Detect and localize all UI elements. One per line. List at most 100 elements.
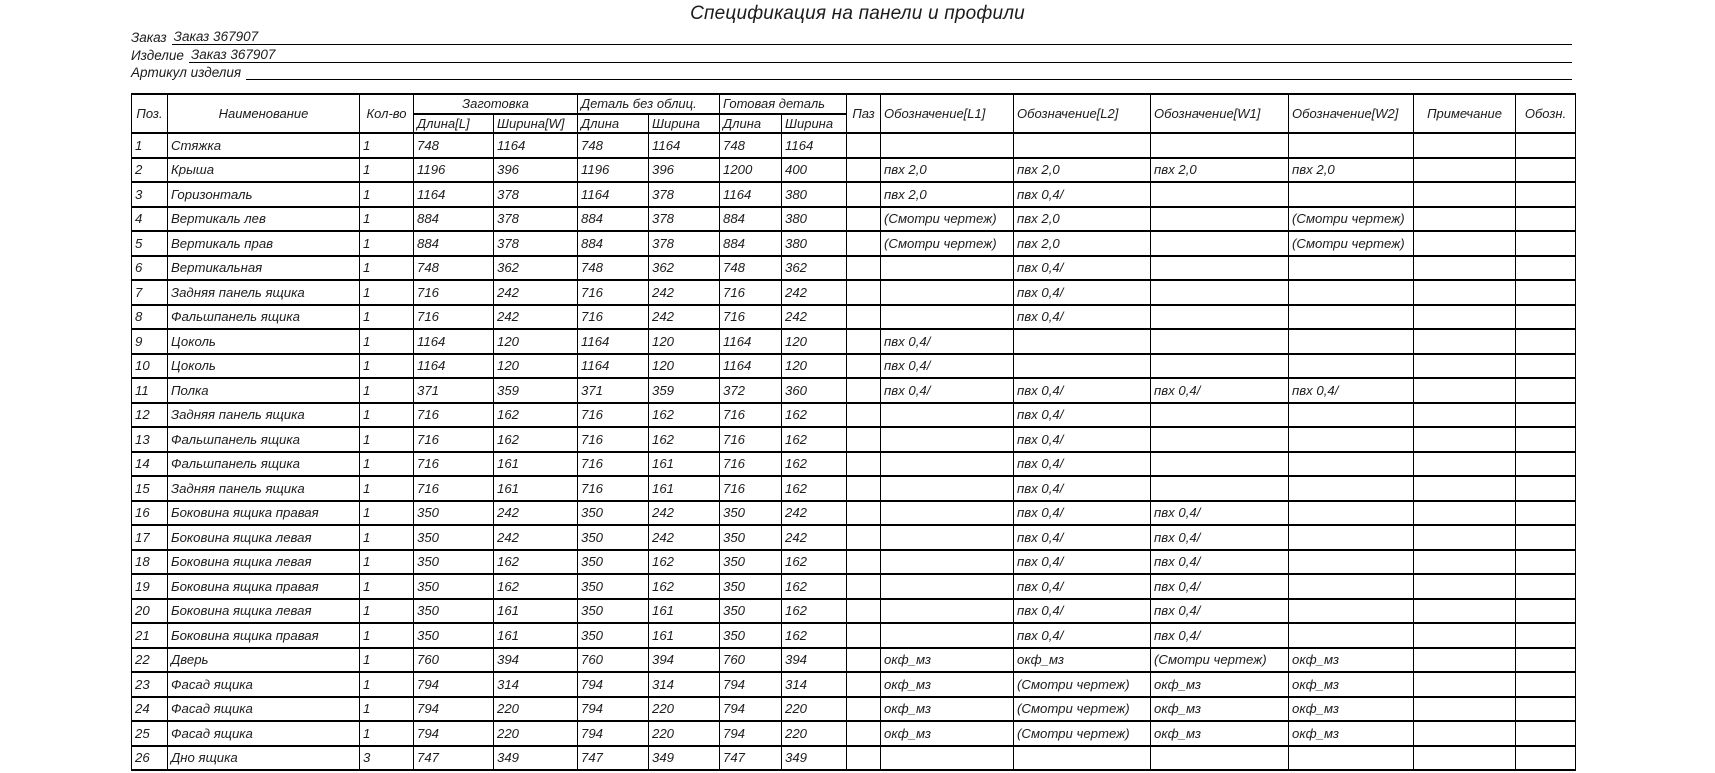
cell-ready-width: 162: [781, 475, 848, 502]
cell-oboznachenie-w1: (Смотри чертеж): [1150, 646, 1290, 673]
cell-paz: [846, 695, 882, 722]
cell-ready-width: 400: [781, 156, 848, 183]
cell-paz: [846, 524, 882, 551]
cell-oboznachenie-w1: окф_мз: [1150, 671, 1290, 698]
cell-zagotovka-length: 716: [413, 303, 494, 330]
cell-detail-width: 162: [647, 401, 721, 428]
article-value: [246, 78, 1572, 80]
cell-qty: 1: [359, 230, 414, 257]
cell-qty: 1: [359, 132, 414, 159]
cell-detail-width: 161: [647, 597, 721, 624]
cell-oboznachenie-w2: [1288, 573, 1415, 600]
cell-paz: [846, 181, 882, 208]
table-row: 3 Горизонталь 1 1164 378 1164 378 1164 380 пвх 2,…: [131, 181, 1577, 208]
cell-detail-width: 314: [647, 671, 721, 698]
cell-zagotovka-length: 716: [413, 450, 494, 477]
cell-oboznachenie-l2: пвх 0,4/: [1013, 475, 1152, 502]
cell-detail-length: 1196: [577, 156, 649, 183]
cell-paz: [846, 622, 882, 649]
cell-ready-length: 1164: [719, 328, 783, 355]
cell-oboznachenie-w1: [1150, 475, 1290, 502]
cell-qty: 1: [359, 426, 414, 453]
cell-primechanie: [1413, 671, 1517, 698]
cell-poz: 7: [131, 279, 168, 306]
cell-paz: [846, 132, 882, 159]
cell-zagotovka-length: 760: [413, 646, 494, 673]
cell-poz: 23: [131, 671, 168, 698]
cell-detail-width: 120: [647, 328, 721, 355]
cell-detail-length: 371: [577, 377, 649, 404]
cell-ready-length: 350: [719, 499, 783, 526]
cell-zagotovka-width: 242: [493, 279, 578, 306]
cell-zagotovka-length: 350: [413, 597, 494, 624]
cell-oboznachenie-l1: окф_мз: [880, 646, 1015, 673]
cell-oboznachenie-l1: пвх 0,4/: [880, 352, 1015, 379]
cell-obozn: [1515, 132, 1577, 159]
cell-oboznachenie-w1: пвх 0,4/: [1150, 548, 1290, 575]
column-header-ready-width: Ширина: [781, 112, 848, 134]
cell-detail-width: 161: [647, 450, 721, 477]
cell-detail-width: 242: [647, 303, 721, 330]
cell-oboznachenie-l1: [880, 426, 1015, 453]
table-row: 4 Вертикаль лев 1 884 378 884 378 884 380 (Смотри…: [131, 205, 1577, 232]
cell-name: Горизонталь: [167, 181, 360, 208]
cell-oboznachenie-w1: пвх 0,4/: [1150, 597, 1290, 624]
cell-zagotovka-width: 242: [493, 524, 578, 551]
cell-oboznachenie-w2: окф_мз: [1288, 646, 1415, 673]
table-row: 16 Боковина ящика правая 1 350 242 350 242 350 2…: [131, 499, 1577, 526]
cell-obozn: [1515, 303, 1577, 330]
cell-oboznachenie-l2: пвх 0,4/: [1013, 450, 1152, 477]
table-row: 24 Фасад ящика 1 794 220 794 220 794 220 окф_мз (С…: [131, 695, 1577, 722]
cell-name: Фальшпанель ящика: [167, 303, 360, 330]
cell-zagotovka-length: 350: [413, 524, 494, 551]
table-row: 20 Боковина ящика левая 1 350 161 350 161 350 16…: [131, 597, 1577, 624]
cell-oboznachenie-l2: пвх 0,4/: [1013, 401, 1152, 428]
cell-detail-length: 748: [577, 132, 649, 159]
cell-zagotovka-width: 120: [493, 328, 578, 355]
page-title: Спецификация на панели и профили: [690, 3, 1025, 24]
cell-poz: 12: [131, 401, 168, 428]
cell-zagotovka-width: 314: [493, 671, 578, 698]
cell-oboznachenie-w1: [1150, 181, 1290, 208]
table-row: 10 Цоколь 1 1164 120 1164 120 1164 120 пвх 0,4/: [131, 352, 1577, 379]
cell-zagotovka-width: 378: [493, 205, 578, 232]
cell-oboznachenie-w1: пвх 0,4/: [1150, 377, 1290, 404]
column-header-oboznachenie-w2: Обозначение[W2]: [1288, 93, 1415, 134]
cell-oboznachenie-l1: [880, 524, 1015, 551]
cell-paz: [846, 230, 882, 257]
table-header: Поз. Наименование Кол-во Заготовка Детал…: [131, 93, 1577, 134]
cell-name: Фасад ящика: [167, 671, 360, 698]
cell-poz: 9: [131, 328, 168, 355]
cell-oboznachenie-l1: [880, 744, 1015, 771]
cell-detail-width: 162: [647, 548, 721, 575]
cell-oboznachenie-l2: (Смотри чертеж): [1013, 671, 1152, 698]
cell-poz: 4: [131, 205, 168, 232]
cell-zagotovka-width: 120: [493, 352, 578, 379]
cell-paz: [846, 597, 882, 624]
cell-name: Задняя панель ящика: [167, 279, 360, 306]
cell-zagotovka-width: 162: [493, 573, 578, 600]
cell-obozn: [1515, 548, 1577, 575]
cell-poz: 8: [131, 303, 168, 330]
table-row: 14 Фальшпанель ящика 1 716 161 716 161 716 162 пв…: [131, 450, 1577, 477]
cell-poz: 18: [131, 548, 168, 575]
column-header-qty: Кол-во: [359, 93, 414, 134]
cell-detail-width: 394: [647, 646, 721, 673]
cell-oboznachenie-w1: [1150, 303, 1290, 330]
column-header-name: Наименование: [167, 93, 360, 134]
article-line: Артикул изделия: [131, 63, 1572, 80]
cell-obozn: [1515, 597, 1577, 624]
column-header-detail-width: Ширина: [647, 112, 721, 134]
cell-detail-width: 220: [647, 720, 721, 747]
article-label: Артикул изделия: [131, 64, 242, 80]
product-label: Изделие: [131, 47, 184, 63]
cell-oboznachenie-w1: [1150, 426, 1290, 453]
column-header-oboznachenie-l2: Обозначение[L2]: [1013, 93, 1152, 134]
cell-oboznachenie-l1: [880, 132, 1015, 159]
cell-poz: 17: [131, 524, 168, 551]
column-header-zagotovka-width: Ширина[W]: [493, 112, 578, 134]
cell-name: Полка: [167, 377, 360, 404]
cell-detail-length: 794: [577, 671, 649, 698]
cell-poz: 20: [131, 597, 168, 624]
cell-poz: 25: [131, 720, 168, 747]
